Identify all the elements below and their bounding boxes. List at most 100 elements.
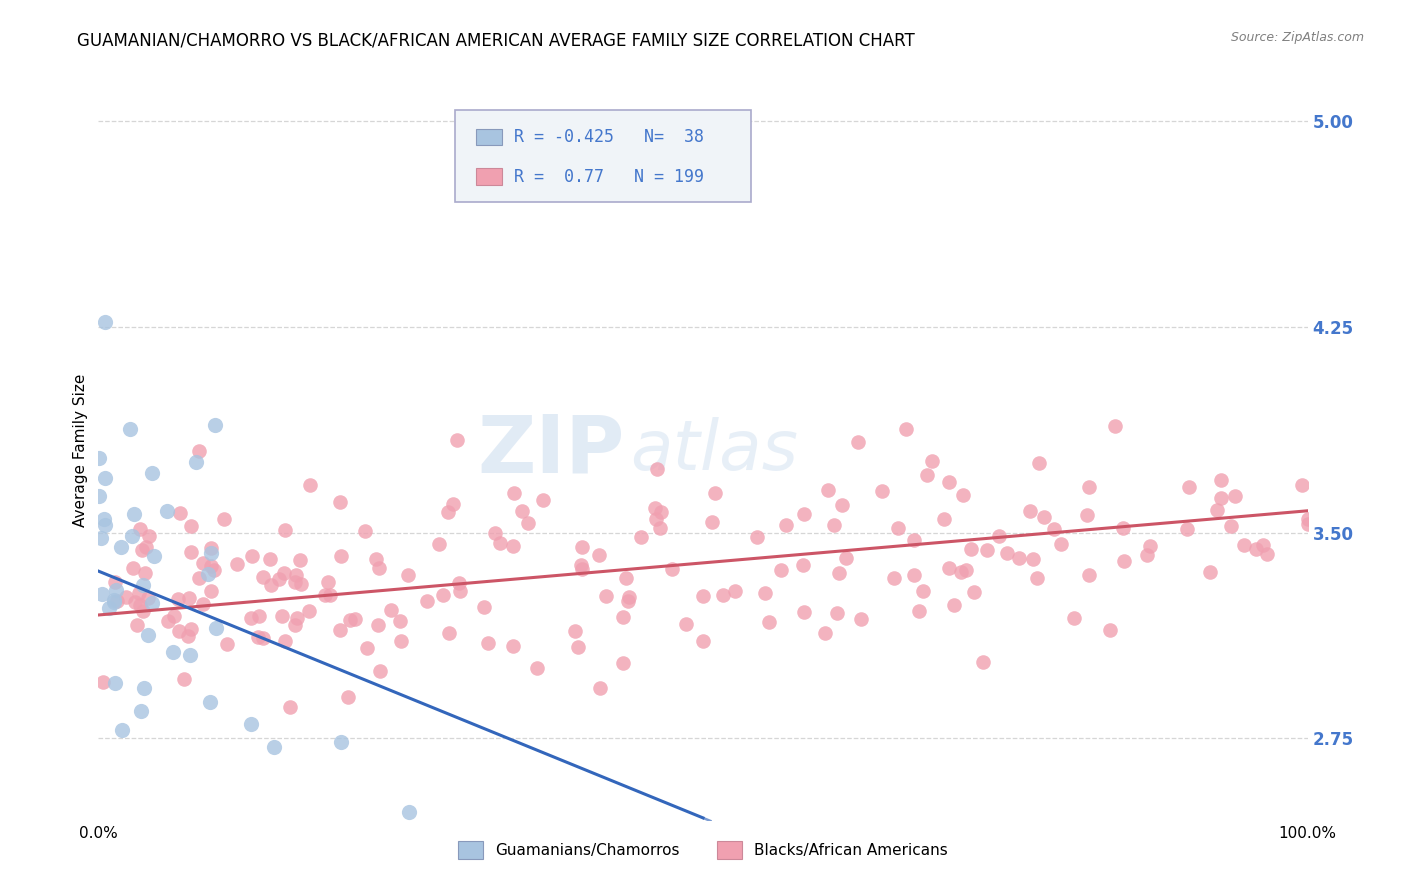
Point	[136, 591, 159, 605]
Point	[793, 605, 815, 619]
Point	[903, 533, 925, 547]
Point	[567, 640, 589, 654]
Point	[367, 618, 389, 632]
Point	[1139, 539, 1161, 553]
Point	[692, 634, 714, 648]
Point	[516, 516, 538, 530]
Point	[831, 498, 853, 512]
Point	[443, 497, 465, 511]
Point	[630, 530, 652, 544]
Point	[908, 604, 931, 618]
Text: ZIP: ZIP	[477, 411, 624, 490]
Point	[823, 517, 845, 532]
Point	[298, 478, 321, 492]
Point	[356, 641, 378, 656]
Y-axis label: Average Family Size: Average Family Size	[73, 374, 89, 527]
Point	[775, 518, 797, 533]
Point	[105, 583, 128, 598]
Point	[484, 525, 506, 540]
Point	[1175, 522, 1198, 536]
Point	[188, 443, 211, 458]
Point	[1098, 623, 1121, 637]
Point	[995, 546, 1018, 560]
Point	[1032, 510, 1054, 524]
Point	[246, 630, 269, 644]
Point	[252, 631, 274, 645]
Point	[278, 700, 301, 714]
FancyBboxPatch shape	[456, 110, 751, 202]
Point	[284, 568, 307, 582]
Point	[200, 541, 222, 555]
Point	[792, 558, 814, 573]
Point	[571, 562, 593, 576]
Point	[932, 512, 955, 526]
Point	[754, 585, 776, 599]
Point	[368, 664, 391, 678]
Point	[589, 681, 612, 695]
Point	[571, 558, 593, 573]
Point	[449, 584, 471, 599]
Point	[103, 595, 125, 609]
Point	[571, 540, 593, 554]
Point	[104, 676, 127, 690]
Point	[290, 577, 312, 591]
Point	[163, 609, 186, 624]
Point	[131, 543, 153, 558]
Point	[883, 571, 905, 585]
Point	[111, 723, 134, 738]
Point	[128, 522, 150, 536]
Point	[169, 506, 191, 520]
Point	[103, 592, 125, 607]
Point	[91, 675, 114, 690]
Point	[173, 672, 195, 686]
Point	[330, 549, 353, 563]
Point	[110, 541, 132, 555]
Point	[191, 556, 214, 570]
Point	[396, 567, 419, 582]
Point	[825, 606, 848, 620]
Point	[118, 422, 141, 436]
Point	[942, 599, 965, 613]
Point	[612, 656, 634, 670]
Point	[94, 471, 117, 485]
Point	[94, 314, 117, 328]
Point	[128, 585, 150, 599]
Point	[1063, 611, 1085, 625]
Point	[330, 735, 353, 749]
Point	[271, 609, 294, 624]
Point	[439, 626, 461, 640]
Point	[510, 503, 533, 517]
Point	[526, 661, 548, 675]
Point	[915, 468, 938, 483]
Point	[938, 561, 960, 575]
Point	[200, 584, 222, 599]
Point	[198, 695, 221, 709]
Point	[176, 629, 198, 643]
Point	[614, 571, 637, 585]
Point	[1136, 548, 1159, 562]
Point	[1205, 502, 1227, 516]
Point	[1077, 568, 1099, 582]
Point	[197, 566, 219, 581]
Point	[1112, 521, 1135, 535]
Point	[124, 594, 146, 608]
Point	[1199, 566, 1222, 580]
Point	[132, 577, 155, 591]
Point	[273, 566, 295, 580]
Point	[87, 489, 110, 503]
Point	[128, 599, 150, 613]
Point	[156, 503, 179, 517]
Point	[200, 546, 222, 560]
Point	[267, 572, 290, 586]
Point	[955, 563, 977, 577]
Point	[184, 455, 207, 469]
Point	[142, 549, 165, 563]
Point	[595, 589, 617, 603]
Point	[260, 578, 283, 592]
Point	[1043, 522, 1066, 536]
Point	[949, 565, 972, 579]
Point	[436, 505, 458, 519]
Point	[617, 594, 640, 608]
Point	[502, 640, 524, 654]
Point	[1296, 516, 1319, 531]
